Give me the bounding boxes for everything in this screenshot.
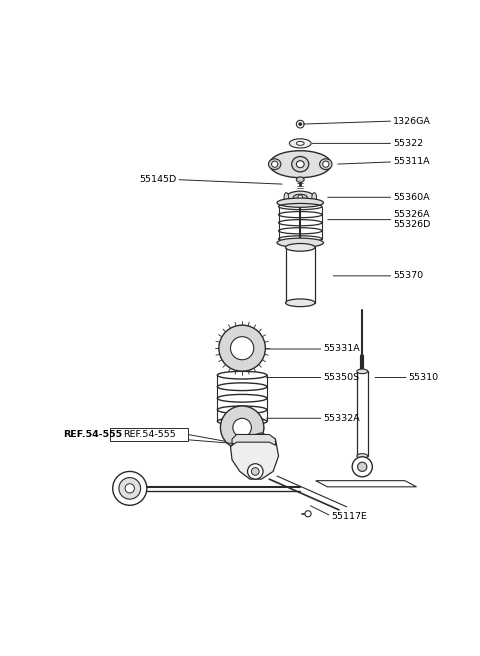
Circle shape <box>299 123 302 126</box>
Ellipse shape <box>296 177 304 182</box>
Circle shape <box>323 161 329 167</box>
Ellipse shape <box>357 369 368 374</box>
Text: 55331A: 55331A <box>324 344 360 354</box>
Ellipse shape <box>268 159 281 170</box>
Polygon shape <box>316 481 417 487</box>
Circle shape <box>305 510 311 517</box>
Circle shape <box>230 337 254 359</box>
Text: 55145D: 55145D <box>139 175 176 184</box>
Text: 55350S: 55350S <box>324 373 360 382</box>
Ellipse shape <box>269 151 331 178</box>
Ellipse shape <box>296 142 304 146</box>
Ellipse shape <box>289 139 311 148</box>
Text: 1326GA: 1326GA <box>393 117 431 125</box>
Text: 55117E: 55117E <box>331 512 367 521</box>
Circle shape <box>358 462 367 472</box>
Ellipse shape <box>357 454 368 459</box>
Circle shape <box>352 457 372 477</box>
Text: REF.54-555: REF.54-555 <box>63 430 122 439</box>
Bar <box>357 371 368 456</box>
Circle shape <box>220 406 264 449</box>
Circle shape <box>125 483 134 493</box>
Circle shape <box>119 478 141 499</box>
Ellipse shape <box>292 157 309 172</box>
Bar <box>110 428 188 441</box>
Ellipse shape <box>293 194 307 200</box>
Ellipse shape <box>296 161 304 168</box>
Ellipse shape <box>312 193 316 202</box>
Text: 55322: 55322 <box>393 139 423 148</box>
Ellipse shape <box>320 159 332 170</box>
Ellipse shape <box>298 195 302 199</box>
Text: REF.54-555: REF.54-555 <box>123 430 176 439</box>
Ellipse shape <box>284 193 288 202</box>
Bar <box>286 247 315 303</box>
Text: 55370: 55370 <box>393 272 423 280</box>
Circle shape <box>296 120 304 128</box>
Ellipse shape <box>277 238 324 247</box>
Polygon shape <box>230 433 278 479</box>
Text: 55326A
55326D: 55326A 55326D <box>393 210 431 230</box>
Circle shape <box>219 325 265 371</box>
Ellipse shape <box>286 191 314 203</box>
Ellipse shape <box>277 198 324 207</box>
Circle shape <box>233 419 252 437</box>
Text: 55311A: 55311A <box>393 157 430 167</box>
Text: 55332A: 55332A <box>324 414 360 422</box>
Text: 55310: 55310 <box>409 373 439 382</box>
Circle shape <box>248 464 263 479</box>
Text: 55360A: 55360A <box>393 193 430 202</box>
Circle shape <box>272 161 278 167</box>
Ellipse shape <box>286 299 315 306</box>
Ellipse shape <box>286 243 315 251</box>
Polygon shape <box>232 434 276 445</box>
Circle shape <box>252 468 259 475</box>
Circle shape <box>113 472 147 505</box>
